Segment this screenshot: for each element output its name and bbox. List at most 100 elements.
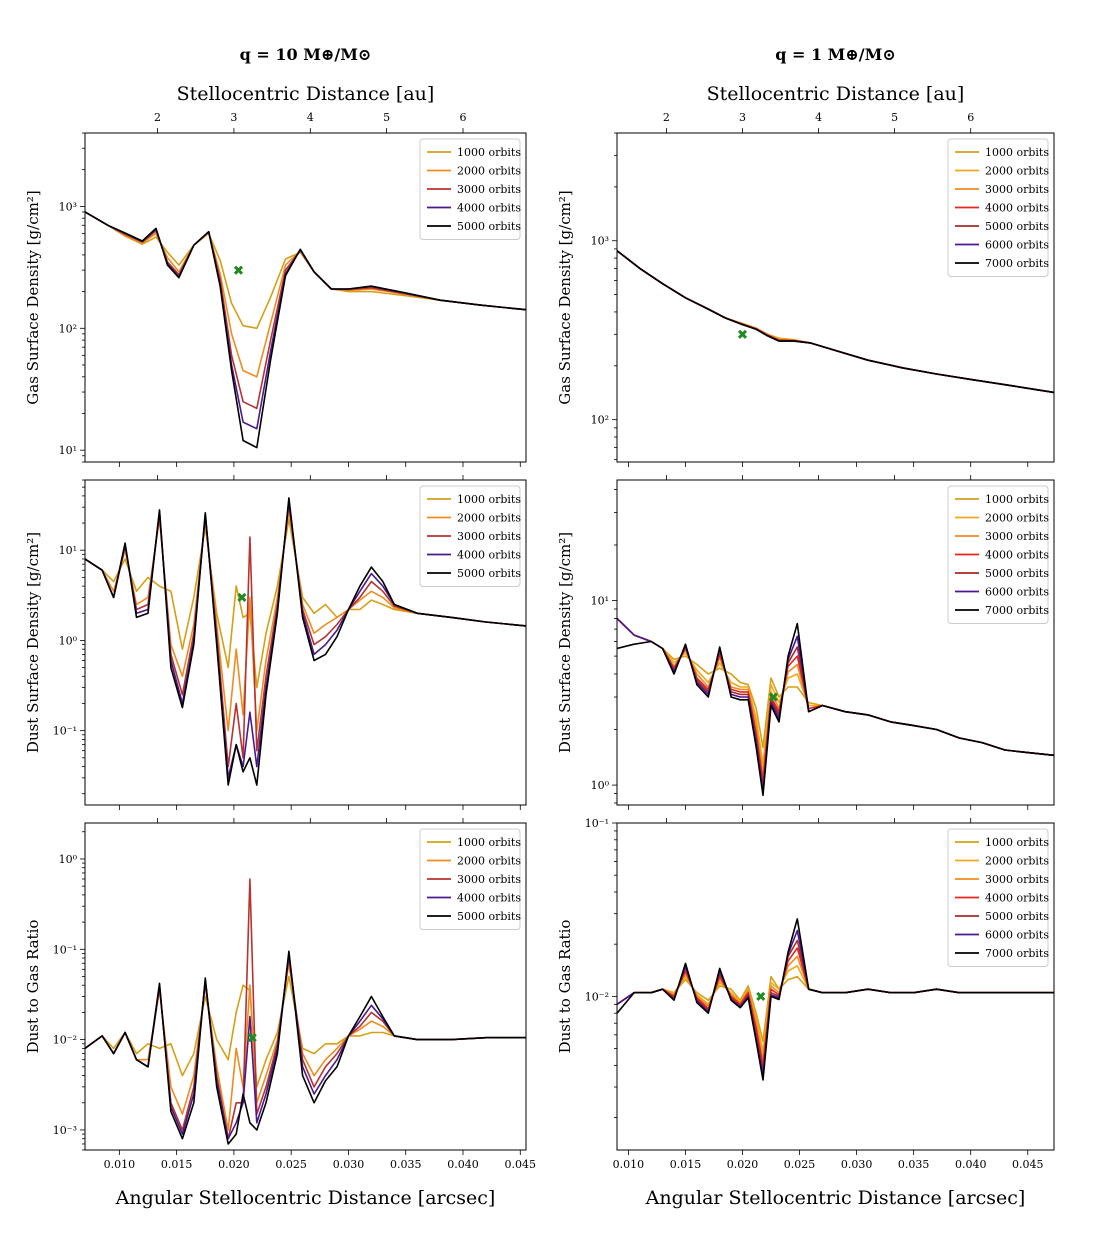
bottom-axis-label: Angular Stellocentric Distance [arcsec] xyxy=(115,1187,496,1209)
y-axis-label: Dust to Gas Ratio xyxy=(556,920,574,1054)
column-right: q = 1 M⊕/M⊙ Stellocentric Distance [au] An… xyxy=(645,45,1026,1209)
x-tick-label: 0.040 xyxy=(447,1158,479,1171)
y-tick-label: 10¹ xyxy=(59,544,77,557)
legend-entry: 2000 orbits xyxy=(457,855,521,868)
x-axis xyxy=(118,475,521,810)
legend-entry: 5000 orbits xyxy=(985,220,1049,233)
legend-box xyxy=(947,485,1049,624)
top-tick-label: 3 xyxy=(230,111,237,124)
legend-entry: 4000 orbits xyxy=(457,892,521,905)
series-line-5000-orbits xyxy=(85,950,526,1145)
series-line-7000-orbits xyxy=(617,250,1054,394)
series-line-7000-orbits xyxy=(617,918,1054,1081)
series-line-2000-orbits xyxy=(85,211,526,378)
series-line-4000-orbits xyxy=(617,617,1054,783)
legend-entry: 6000 orbits xyxy=(985,239,1049,252)
y-tick-label: 10² xyxy=(591,414,609,427)
axes-frame xyxy=(616,822,1055,1151)
x-axis: 0.010 0.015 0.020 0.025 0.030 0.035 0.040 0.045 xyxy=(613,818,1044,1171)
legend-entry: 3000 orbits xyxy=(457,530,521,543)
legend-entry: 7000 orbits xyxy=(985,947,1049,960)
legend: 1000 orbits 2000 orbits 3000 orbits 4000 or… xyxy=(419,138,521,240)
planet-marker xyxy=(247,1033,257,1043)
x-tick-label: 0.045 xyxy=(1012,1158,1044,1171)
planet-marker xyxy=(237,592,247,602)
series-line-1000-orbits xyxy=(85,975,526,1088)
y-axis: 10¹ 10² 10³ Gas Surface Density [g/cm²] xyxy=(24,132,85,463)
legend-entry: 3000 orbits xyxy=(985,530,1049,543)
legend-box xyxy=(947,828,1049,967)
legend-entry: 1000 orbits xyxy=(457,493,521,506)
top-tick-label: 2 xyxy=(663,111,670,124)
series-line-4000-orbits xyxy=(85,211,526,430)
x-tick-label: 0.045 xyxy=(505,1158,537,1171)
x-axis: 0.010 0.015 0.020 0.025 0.030 0.035 0.040 0.045 xyxy=(104,818,536,1171)
legend-entry: 5000 orbits xyxy=(457,567,521,580)
y-tick-label: 10⁻² xyxy=(53,1034,77,1047)
y-axis-label: Gas Surface Density [g/cm²] xyxy=(556,190,574,404)
legend-entry: 1000 orbits xyxy=(457,146,521,159)
legend-entry: 3000 orbits xyxy=(457,183,521,196)
legend-entry: 5000 orbits xyxy=(457,220,521,233)
planet-marker xyxy=(756,991,766,1001)
y-axis: 10⁻² 10⁻¹ Dust to Gas Ratio xyxy=(556,817,617,1118)
axes-frame xyxy=(84,822,527,1151)
column-header: q = 10 M⊕/M⊙ xyxy=(240,45,372,64)
legend-entry: 1000 orbits xyxy=(457,836,521,849)
y-tick-label: 10⁻² xyxy=(585,990,609,1003)
legend-entry: 4000 orbits xyxy=(985,549,1049,562)
y-tick-label: 10¹ xyxy=(59,444,77,457)
x-tick-label: 0.025 xyxy=(275,1158,307,1171)
legend-entry: 4000 orbits xyxy=(985,202,1049,215)
y-tick-label: 10³ xyxy=(59,200,77,213)
legend-entry: 1000 orbits xyxy=(985,146,1049,159)
series-line-5000-orbits xyxy=(617,617,1054,788)
x-tick-label: 0.020 xyxy=(218,1158,250,1171)
planet-marker xyxy=(768,692,778,702)
legend-entry: 6000 orbits xyxy=(985,929,1049,942)
series-line-5000-orbits xyxy=(85,497,526,786)
column-header: q = 1 M⊕/M⊙ xyxy=(775,45,896,64)
y-tick-label: 10¹ xyxy=(591,595,609,608)
top-tick-label: 4 xyxy=(307,111,314,124)
legend-entry: 4000 orbits xyxy=(457,202,521,215)
series-line-3000-orbits xyxy=(85,211,526,410)
series-line-1000-orbits xyxy=(617,975,1054,1043)
y-tick-label: 10² xyxy=(59,322,77,335)
x-axis: 2 3 4 5 6 xyxy=(628,111,1029,467)
x-tick-label: 0.030 xyxy=(841,1158,873,1171)
x-tick-label: 0.025 xyxy=(784,1158,816,1171)
axes-frame xyxy=(84,479,527,806)
x-tick-label: 0.020 xyxy=(727,1158,759,1171)
y-axis-label: Gas Surface Density [g/cm²] xyxy=(24,190,42,404)
panel-left-gas: 10¹ 10² 10³ Gas Surface Density [g/cm²] 2 3 4 5… xyxy=(24,111,527,467)
y-tick-label: 10⁻¹ xyxy=(53,943,77,956)
legend-entry: 4000 orbits xyxy=(457,549,521,562)
x-tick-label: 0.040 xyxy=(955,1158,987,1171)
x-tick-label: 0.010 xyxy=(104,1158,136,1171)
top-tick-label: 6 xyxy=(967,111,974,124)
top-tick-label: 6 xyxy=(460,111,467,124)
legend-entry: 2000 orbits xyxy=(985,165,1049,178)
legend-entry: 2000 orbits xyxy=(457,165,521,178)
top-tick-label: 4 xyxy=(815,111,822,124)
planet-marker xyxy=(737,329,748,339)
x-tick-label: 0.015 xyxy=(670,1158,702,1171)
x-axis xyxy=(628,475,1029,810)
series-line-1000-orbits xyxy=(85,211,526,330)
x-tick-label: 0.015 xyxy=(161,1158,193,1171)
y-tick-label: 10⁻³ xyxy=(53,1124,77,1137)
panel-right-dust: 10⁰ 10¹ Dust Surface Density [g/cm²] 1000 o… xyxy=(556,475,1055,810)
legend-box xyxy=(419,828,521,930)
legend-entry: 2000 orbits xyxy=(985,855,1049,868)
series-line-2000-orbits xyxy=(617,617,1054,765)
x-tick-label: 0.030 xyxy=(333,1158,365,1171)
legend-entry: 6000 orbits xyxy=(985,586,1049,599)
top-tick-label: 5 xyxy=(383,111,390,124)
legend: 1000 orbits 2000 orbits 3000 orbits 4000 or… xyxy=(947,138,1049,277)
bottom-axis-label: Angular Stellocentric Distance [arcsec] xyxy=(645,1187,1026,1209)
legend-entry: 7000 orbits xyxy=(985,257,1049,270)
y-tick-label: 10⁰ xyxy=(59,853,78,866)
